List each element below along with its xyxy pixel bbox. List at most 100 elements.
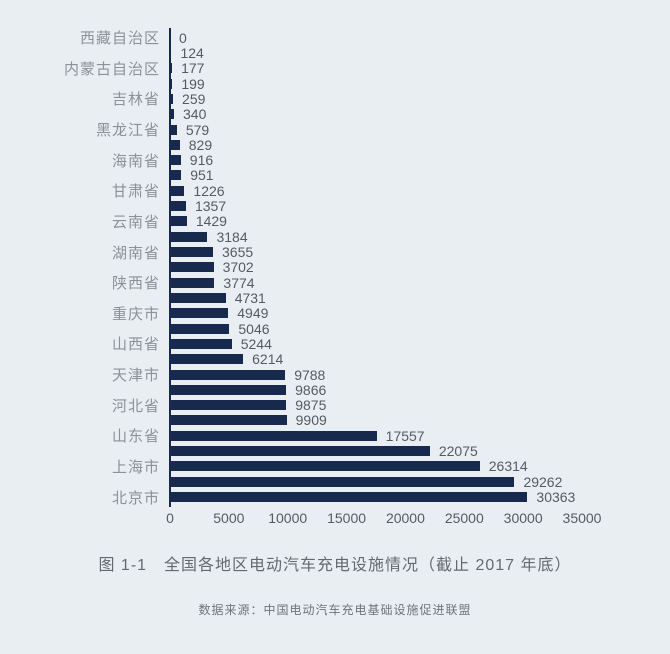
bar-area: 199 bbox=[170, 75, 670, 92]
bar bbox=[170, 155, 181, 166]
bar bbox=[170, 415, 287, 426]
bar-area: 22075 bbox=[170, 443, 670, 460]
bar bbox=[170, 492, 528, 503]
bar-area: 3702 bbox=[170, 259, 670, 276]
bar-row: 黑龙江省 579 bbox=[0, 121, 670, 140]
x-axis-tick-label: 25000 bbox=[444, 510, 484, 526]
bar-value-label: 340 bbox=[183, 106, 207, 123]
bar-value-label: 9909 bbox=[295, 412, 327, 429]
bar bbox=[170, 446, 430, 457]
bar-rows: 西藏自治区 0 124 内蒙古自治区 177 199 吉林省 259 340 黑龙江省 579 829… bbox=[0, 29, 670, 507]
bar bbox=[170, 231, 208, 242]
bar-row: 829 bbox=[0, 137, 670, 153]
bar-row: 云南省 1429 bbox=[0, 213, 670, 231]
bar-row: 山东省 17557 bbox=[0, 427, 670, 446]
bar-area: 17557 bbox=[170, 427, 670, 444]
bar-area: 29262 bbox=[170, 474, 670, 490]
y-axis-label: 湖南省 bbox=[111, 244, 160, 262]
y-axis-label: 内蒙古自治区 bbox=[63, 60, 160, 78]
y-axis-label: 上海市 bbox=[111, 458, 160, 476]
bar-row: 4731 bbox=[0, 290, 670, 306]
y-axis-label: 海南省 bbox=[111, 152, 160, 170]
bar-value-label: 22075 bbox=[438, 443, 478, 460]
bar-row: 上海市 26314 bbox=[0, 458, 670, 476]
bar-row: 甘肃省 1226 bbox=[0, 183, 670, 201]
x-axis-tick-label: 20000 bbox=[385, 510, 425, 526]
chart-caption: 图 1-1 全国各地区电动汽车充电设施情况（截止 2017 年底） bbox=[98, 557, 572, 574]
x-axis-tick-label: 30000 bbox=[503, 510, 543, 526]
bar-value-label: 199 bbox=[181, 75, 205, 92]
y-axis-label: 黑龙江省 bbox=[95, 122, 160, 140]
bar-row: 3702 bbox=[0, 259, 670, 276]
bar-value-label: 124 bbox=[180, 44, 204, 61]
bar-value-label: 30363 bbox=[536, 489, 576, 506]
bar-value-label: 9875 bbox=[295, 397, 327, 414]
bar bbox=[170, 292, 226, 303]
bar-value-label: 3702 bbox=[222, 259, 254, 276]
data-source-note: 数据来源：中国电动汽车充电基础设施促进联盟 bbox=[198, 603, 472, 617]
bar-area: 1429 bbox=[170, 213, 670, 230]
bar-value-label: 17557 bbox=[385, 427, 425, 444]
bar-area: 579 bbox=[170, 121, 670, 138]
bar-area: 340 bbox=[170, 106, 670, 123]
bar-value-label: 9866 bbox=[295, 381, 327, 398]
bar bbox=[170, 400, 287, 411]
bar-area: 1357 bbox=[170, 198, 670, 214]
bar-row: 22075 bbox=[0, 443, 670, 460]
bar-area: 916 bbox=[170, 152, 670, 168]
bar-row: 陕西省 3774 bbox=[0, 275, 670, 293]
bar-value-label: 1429 bbox=[195, 213, 227, 230]
bar-area: 4731 bbox=[170, 290, 670, 306]
bar-row: 951 bbox=[0, 167, 670, 184]
bar-area: 3184 bbox=[170, 228, 670, 245]
bar bbox=[170, 78, 173, 89]
y-axis-label: 北京市 bbox=[111, 489, 160, 507]
y-axis-label: 河北省 bbox=[111, 397, 160, 415]
y-axis-label: 吉林省 bbox=[111, 91, 160, 109]
bar-row: 河北省 9875 bbox=[0, 397, 670, 415]
bar bbox=[170, 369, 286, 380]
bar-area: 6214 bbox=[170, 351, 670, 368]
bar-value-label: 3184 bbox=[216, 228, 248, 245]
y-axis-label: 重庆市 bbox=[111, 305, 160, 323]
bar-area: 9909 bbox=[170, 412, 670, 429]
bar-area: 124 bbox=[170, 44, 670, 61]
bar-area: 5244 bbox=[170, 335, 670, 352]
bar bbox=[170, 338, 232, 349]
bar bbox=[170, 354, 244, 365]
bar-row: 山西省 5244 bbox=[0, 335, 670, 354]
bar-value-label: 0 bbox=[179, 29, 187, 46]
bar bbox=[170, 430, 377, 441]
bar-value-label: 579 bbox=[185, 121, 210, 138]
bar bbox=[170, 185, 185, 196]
bar-row: 北京市 30363 bbox=[0, 489, 670, 507]
bar-value-label: 26314 bbox=[488, 458, 528, 475]
bar-row: 6214 bbox=[0, 351, 670, 368]
x-axis-tick-label: 5000 bbox=[213, 510, 245, 526]
bar bbox=[170, 124, 177, 135]
bar-row: 3184 bbox=[0, 228, 670, 245]
bar-area: 3774 bbox=[170, 275, 670, 291]
bar bbox=[170, 461, 480, 472]
bar-value-label: 5244 bbox=[240, 335, 272, 352]
bar-row: 天津市 9788 bbox=[0, 367, 670, 385]
bar bbox=[170, 47, 172, 58]
bar-value-label: 951 bbox=[190, 167, 214, 184]
bar bbox=[170, 93, 174, 104]
bar bbox=[170, 247, 214, 258]
y-axis-label: 天津市 bbox=[111, 367, 160, 385]
bar-row: 9866 bbox=[0, 381, 670, 398]
bar-value-label: 6214 bbox=[252, 351, 284, 368]
bar-area: 829 bbox=[170, 137, 670, 153]
bar-value-label: 3655 bbox=[222, 244, 254, 261]
y-axis-label: 山西省 bbox=[111, 336, 160, 354]
bar-value-label: 4949 bbox=[237, 305, 269, 322]
x-axis-tick-label: 0 bbox=[166, 510, 174, 526]
bar-value-label: 5046 bbox=[238, 320, 270, 337]
bar-area: 177 bbox=[170, 60, 670, 76]
bar-row: 湖南省 3655 bbox=[0, 244, 670, 262]
bar-area: 1226 bbox=[170, 183, 670, 199]
bar-value-label: 259 bbox=[182, 90, 206, 107]
y-axis-label: 山东省 bbox=[111, 428, 160, 446]
y-axis-label: 云南省 bbox=[111, 213, 160, 231]
